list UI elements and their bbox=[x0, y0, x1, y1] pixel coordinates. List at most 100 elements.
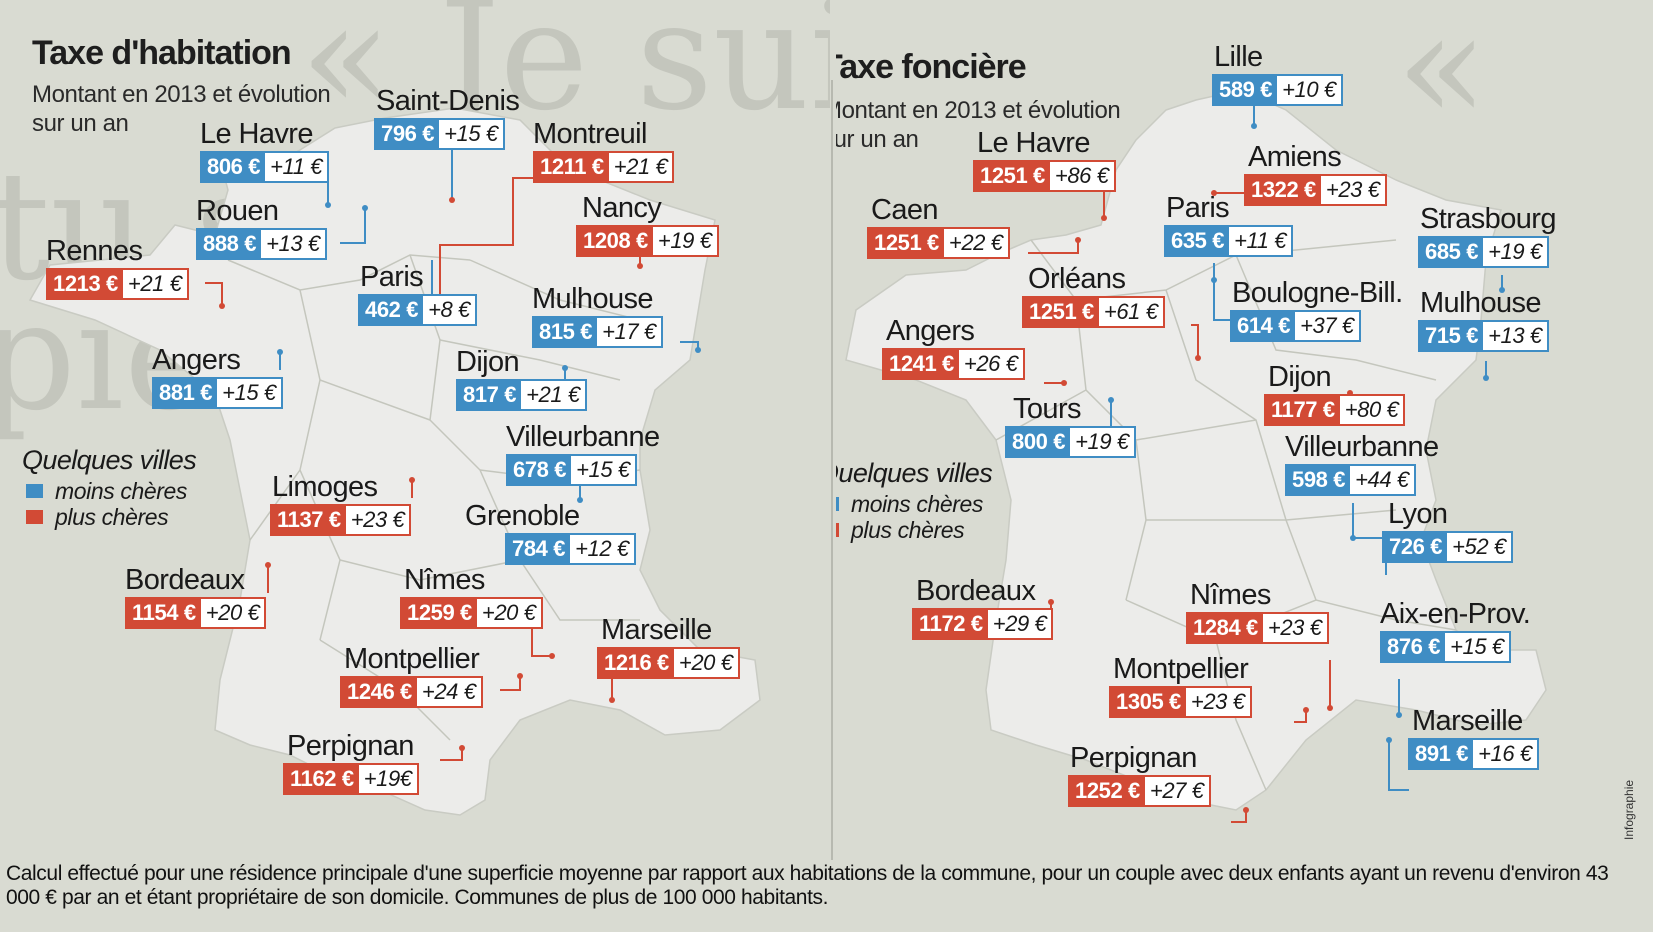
change: +24 € bbox=[416, 678, 481, 706]
city-label: Amiens 1322 € +23 € bbox=[1244, 140, 1387, 206]
amount: 784 € bbox=[507, 535, 571, 563]
change: +19€ bbox=[358, 765, 417, 793]
tax-chip: 1241 € +26 € bbox=[882, 348, 1025, 380]
tax-chip: 1322 € +23 € bbox=[1244, 174, 1387, 206]
city-label: Nîmes 1284 € +23 € bbox=[1186, 578, 1329, 644]
tax-chip: 800 € +19 € bbox=[1005, 426, 1136, 458]
city-dots bbox=[1048, 123, 1505, 813]
change: +20 € bbox=[476, 599, 541, 627]
city-label: Paris 635 € +11 € bbox=[1164, 191, 1294, 257]
amount: 685 € bbox=[1420, 238, 1484, 266]
legend-item-cheaper: moins chères bbox=[22, 478, 196, 504]
city-name: Mulhouse bbox=[1420, 287, 1542, 319]
tax-chip: 806 € +11 € bbox=[200, 151, 330, 183]
city-name: Paris bbox=[360, 261, 424, 293]
amount: 614 € bbox=[1232, 312, 1296, 340]
tax-chip: 598 € +44 € bbox=[1285, 464, 1416, 496]
amount: 1154 € bbox=[127, 599, 201, 627]
change: +27 € bbox=[1144, 777, 1209, 805]
city-name: Bordeaux bbox=[125, 564, 245, 596]
amount: 815 € bbox=[534, 318, 598, 346]
city-name: Saint-Denis bbox=[376, 85, 520, 117]
amount: 589 € bbox=[1214, 76, 1278, 104]
tax-chip: 1251 € +61 € bbox=[1022, 296, 1165, 328]
tax-chip: 1213 € +21 € bbox=[46, 268, 189, 300]
tax-chip: 1177 € +80 € bbox=[1264, 394, 1406, 426]
change: +10 € bbox=[1277, 76, 1341, 104]
city-name: Montpellier bbox=[344, 643, 480, 675]
panel-title: Taxe foncière bbox=[836, 48, 1027, 86]
city-name: Caen bbox=[871, 194, 939, 226]
tax-chip: 1162 € +19€ bbox=[283, 763, 419, 795]
city-label: Orléans 1251 € +61 € bbox=[1022, 262, 1165, 328]
city-label: Mulhouse 715 € +13 € bbox=[1418, 286, 1549, 352]
city-label: Strasbourg 685 € +19 € bbox=[1418, 202, 1556, 268]
change: +44 € bbox=[1350, 466, 1414, 494]
footnote: Calcul effectué pour une résidence princ… bbox=[6, 862, 1609, 909]
change: +15 € bbox=[571, 456, 635, 484]
panel-title: Taxe d'habitation bbox=[32, 34, 292, 72]
change: +21 € bbox=[608, 153, 673, 181]
tax-chip: 678 € +15 € bbox=[506, 454, 637, 486]
change: +20 € bbox=[673, 649, 738, 677]
amount: 881 € bbox=[154, 379, 218, 407]
amount: 462 € bbox=[360, 296, 424, 324]
amount: 1172 € bbox=[914, 610, 988, 638]
tax-chip: 685 € +19 € bbox=[1418, 236, 1549, 268]
amount: 888 € bbox=[198, 230, 262, 258]
amount: 726 € bbox=[1384, 533, 1448, 561]
city-name: Villeurbanne bbox=[506, 421, 660, 453]
city-name: Tours bbox=[1013, 393, 1082, 425]
city-label: Caen 1251 € +22 € bbox=[867, 193, 1010, 259]
amount: 1177 € bbox=[1266, 396, 1340, 424]
tax-chip: 815 € +17 € bbox=[532, 316, 663, 348]
city-label: Perpignan 1252 € +27 € bbox=[1068, 741, 1211, 807]
legend-item-cheaper: moins chères bbox=[836, 491, 992, 517]
amount: 1208 € bbox=[578, 227, 653, 255]
tax-chip: 1172 € +29 € bbox=[912, 608, 1054, 640]
panel-subtitle: Montant en 2013 et évolution sur un an bbox=[32, 81, 331, 137]
amount: 635 € bbox=[1166, 227, 1230, 255]
tax-chip: 462 € +8 € bbox=[358, 294, 477, 326]
tax-chip: 1154 € +20 € bbox=[125, 597, 267, 629]
change: +61 € bbox=[1098, 298, 1163, 326]
tax-chip: 1252 € +27 € bbox=[1068, 775, 1211, 807]
tax-chip: 891 € +16 € bbox=[1408, 738, 1539, 770]
city-name: Montpellier bbox=[1113, 653, 1249, 685]
change: +8 € bbox=[423, 296, 475, 324]
city-name: Villeurbanne bbox=[1285, 431, 1439, 463]
taxe-habitation-panel: « Je suis tu ste de pièce da bbox=[0, 0, 830, 870]
tax-chip: 876 € +15 € bbox=[1380, 631, 1511, 663]
tax-chip: 1137 € +23 € bbox=[270, 504, 412, 536]
change: +11 € bbox=[265, 153, 328, 181]
city-name: Strasbourg bbox=[1420, 203, 1556, 235]
amount: 1251 € bbox=[869, 229, 944, 257]
city-label: Villeurbanne 678 € +15 € bbox=[506, 420, 660, 486]
map-legend: Quelques villes moins chères plus chères bbox=[22, 445, 197, 530]
change: +80 € bbox=[1339, 396, 1404, 424]
city-name: Mulhouse bbox=[532, 283, 654, 315]
blue-swatch bbox=[836, 497, 839, 511]
background-newsprint: « bbox=[1396, 0, 1488, 154]
tax-chip: 1208 € +19 € bbox=[576, 225, 719, 257]
city-name: Paris bbox=[1166, 192, 1230, 224]
panel-divider bbox=[831, 80, 833, 860]
city-label: Lyon 726 € +52 € bbox=[1382, 497, 1513, 563]
amount: 876 € bbox=[1382, 633, 1446, 661]
city-label: Bordeaux 1154 € +20 € bbox=[125, 563, 267, 629]
legend-item-pricier: plus chères bbox=[22, 504, 196, 530]
legend-label: moins chères bbox=[55, 478, 187, 504]
city-label: Dijon 817 € +21 € bbox=[456, 345, 587, 411]
city-label: Villeurbanne 598 € +44 € bbox=[1285, 430, 1439, 496]
amount: 817 € bbox=[458, 381, 522, 409]
legend-label: plus chères bbox=[851, 517, 965, 543]
amount: 1162 € bbox=[285, 765, 359, 793]
city-name: Lyon bbox=[1388, 498, 1448, 530]
city-label: Dijon 1177 € +80 € bbox=[1264, 360, 1406, 426]
city-label: Rennes 1213 € +21 € bbox=[46, 234, 189, 300]
city-label: Paris 462 € +8 € bbox=[358, 260, 477, 326]
city-name: Orléans bbox=[1028, 263, 1126, 295]
change: +15 € bbox=[217, 379, 281, 407]
change: +19 € bbox=[1483, 238, 1547, 266]
change: +15 € bbox=[439, 120, 503, 148]
